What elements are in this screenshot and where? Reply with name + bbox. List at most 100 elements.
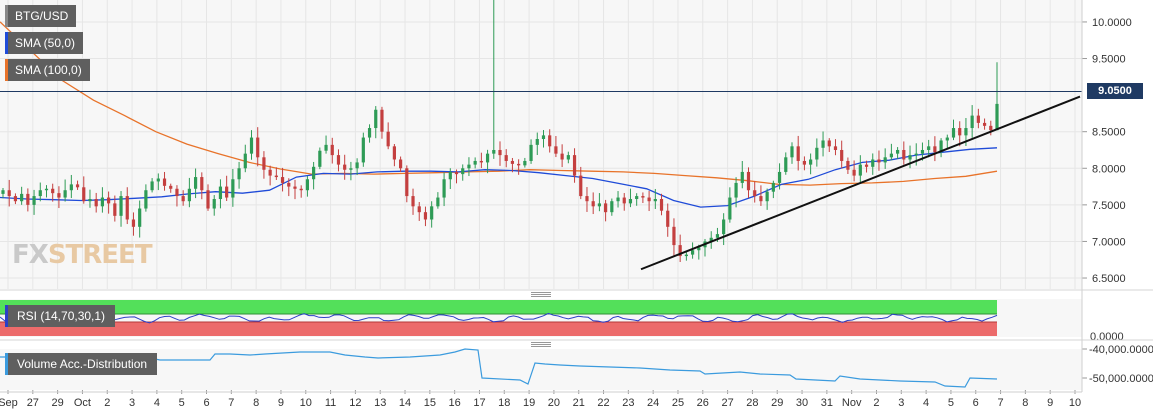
candle-body: [933, 146, 937, 153]
symbol-legend[interactable]: BTG/USD: [5, 5, 77, 27]
price-tick-label: 9.5000: [1092, 54, 1126, 66]
pane-resize-handle[interactable]: [531, 342, 551, 347]
candle-body: [361, 137, 365, 163]
candle-body: [753, 190, 757, 197]
time-tick-label: 10: [1069, 397, 1081, 409]
candle-body: [697, 247, 701, 251]
candle-body: [312, 166, 316, 180]
candle-body: [94, 199, 98, 207]
rsi-legend[interactable]: RSI (14,70,30,1): [5, 305, 116, 327]
candle-body: [765, 191, 769, 202]
price-tick-label: 8.5000: [1092, 127, 1126, 139]
volume-legend[interactable]: Volume Acc.-Distribution: [5, 353, 158, 375]
candle-body: [902, 149, 906, 160]
time-tick-label: 3: [898, 397, 904, 409]
candle-body: [268, 169, 272, 176]
candle-body: [666, 210, 670, 227]
time-tick-label: 17: [473, 397, 485, 409]
candle-body: [889, 153, 893, 158]
pane-resize-handle[interactable]: [531, 292, 551, 297]
candle-body: [945, 137, 949, 141]
candle-body: [802, 160, 807, 165]
candle-body: [454, 171, 459, 175]
candle-body: [715, 234, 720, 238]
sma-100-legend[interactable]: SMA (100,0): [5, 59, 90, 81]
candles: [1, 0, 999, 262]
candle-body: [156, 178, 160, 182]
candle-body: [560, 153, 564, 160]
time-tick-label: 4: [923, 397, 929, 409]
candle-body: [169, 185, 173, 189]
time-tick-label: 10: [300, 397, 312, 409]
candle-body: [510, 160, 515, 164]
current-price-tag: 9.0500: [1087, 83, 1143, 99]
candle-body: [927, 146, 931, 150]
support-trendline: [640, 95, 1081, 271]
volume-tick-label: -50,000.0000: [1089, 373, 1153, 385]
time-tick-label: 4: [154, 397, 160, 409]
candle-body: [13, 196, 18, 202]
candle-body: [461, 168, 465, 175]
axes: 10.0000 9.5000 8.5000 8.0000 7.5000 7.0000 6.5…: [0, 17, 1153, 409]
candle-body: [684, 254, 688, 257]
time-tick-label: 11: [325, 397, 336, 409]
candle-body: [7, 190, 11, 197]
candle-body: [970, 115, 974, 129]
sma-50-legend[interactable]: SMA (50,0): [5, 32, 84, 54]
candle-body: [864, 164, 869, 167]
price-pane-background: [0, 0, 1082, 289]
symbol-label: BTG/USD: [15, 9, 69, 23]
time-tick-label: 3: [129, 397, 135, 409]
sma-50-layer: [0, 147, 998, 208]
candle-body: [821, 140, 825, 148]
candle-body: [653, 199, 657, 202]
candle-body: [840, 149, 844, 161]
candle-body: [138, 208, 142, 227]
candle-body: [554, 146, 558, 154]
candle-body: [467, 164, 471, 169]
rsi-label: RSI (14,70,30,1): [17, 309, 106, 323]
candle-body: [871, 159, 875, 167]
time-tick-label: 16: [449, 397, 461, 409]
candle-body: [492, 149, 496, 154]
candle-body: [113, 203, 117, 216]
candle-body: [728, 197, 732, 220]
time-tick-label: 26: [697, 397, 709, 409]
rsi-layer: [0, 300, 998, 336]
candle-body: [908, 155, 912, 160]
candle-body: [852, 169, 856, 176]
candle-body: [88, 199, 92, 202]
fxstreet-watermark: FXSTREET: [12, 240, 153, 270]
candle-body: [380, 109, 384, 132]
candle-body: [597, 203, 601, 207]
candle-body: [641, 196, 645, 198]
sma-100-label: SMA (100,0): [15, 63, 82, 77]
time-tick-label: 24: [647, 397, 659, 409]
candle-body: [125, 196, 129, 220]
candle-body: [367, 128, 372, 138]
candle-body: [448, 171, 452, 180]
candle-body: [262, 157, 266, 170]
candle-body: [274, 175, 278, 178]
candle-body: [324, 144, 328, 151]
time-tick-label: 9: [278, 397, 284, 409]
time-tick-label: 29: [52, 397, 64, 409]
candle-body: [1, 190, 5, 194]
candle-body: [237, 168, 241, 180]
candle-body: [833, 146, 838, 150]
candle-body: [796, 146, 800, 161]
candle-body: [63, 190, 67, 198]
candle-body: [32, 196, 36, 205]
rsi-oversold-zone: [0, 322, 997, 336]
sma-50-swatch: [5, 32, 8, 54]
volume-acc-dist-line: [0, 348, 998, 388]
candle-body: [771, 182, 775, 192]
candle-body: [392, 146, 396, 160]
candle-body: [144, 190, 148, 209]
candle-body: [827, 140, 831, 147]
time-tick-label: 6: [973, 397, 979, 409]
time-tick-label: 8: [253, 397, 259, 409]
candle-body: [815, 147, 819, 160]
candle-body: [740, 171, 744, 183]
